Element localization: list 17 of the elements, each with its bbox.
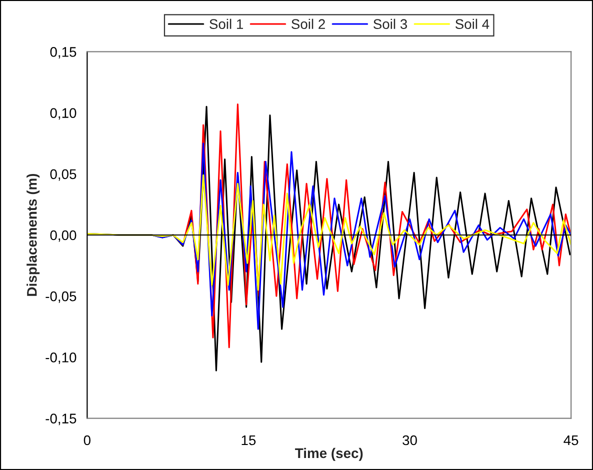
y-tick-label: 0,05 (50, 169, 76, 181)
y-tick-label: 0,15 (50, 47, 76, 59)
y-tick-label: -0,15 (46, 414, 76, 426)
legend-label: Soil 4 (455, 18, 490, 30)
y-tick-label: 0,10 (50, 108, 76, 120)
y-tick-label: 0,00 (50, 230, 76, 242)
y-axis-title: Displacements (m) (26, 174, 40, 296)
x-tick-label: 45 (564, 435, 578, 446)
y-tick-label: -0,10 (46, 352, 76, 364)
legend-label: Soil 3 (373, 18, 407, 30)
x-tick-label: 0 (84, 435, 90, 446)
y-tick-label: -0,05 (46, 291, 76, 303)
legend-label: Soil 1 (210, 18, 243, 30)
x-tick-label: 30 (402, 435, 417, 446)
legend-label: Soil 2 (292, 18, 325, 30)
x-tick-label: 15 (242, 435, 256, 446)
x-axis-title: Time (sec) (295, 448, 363, 461)
